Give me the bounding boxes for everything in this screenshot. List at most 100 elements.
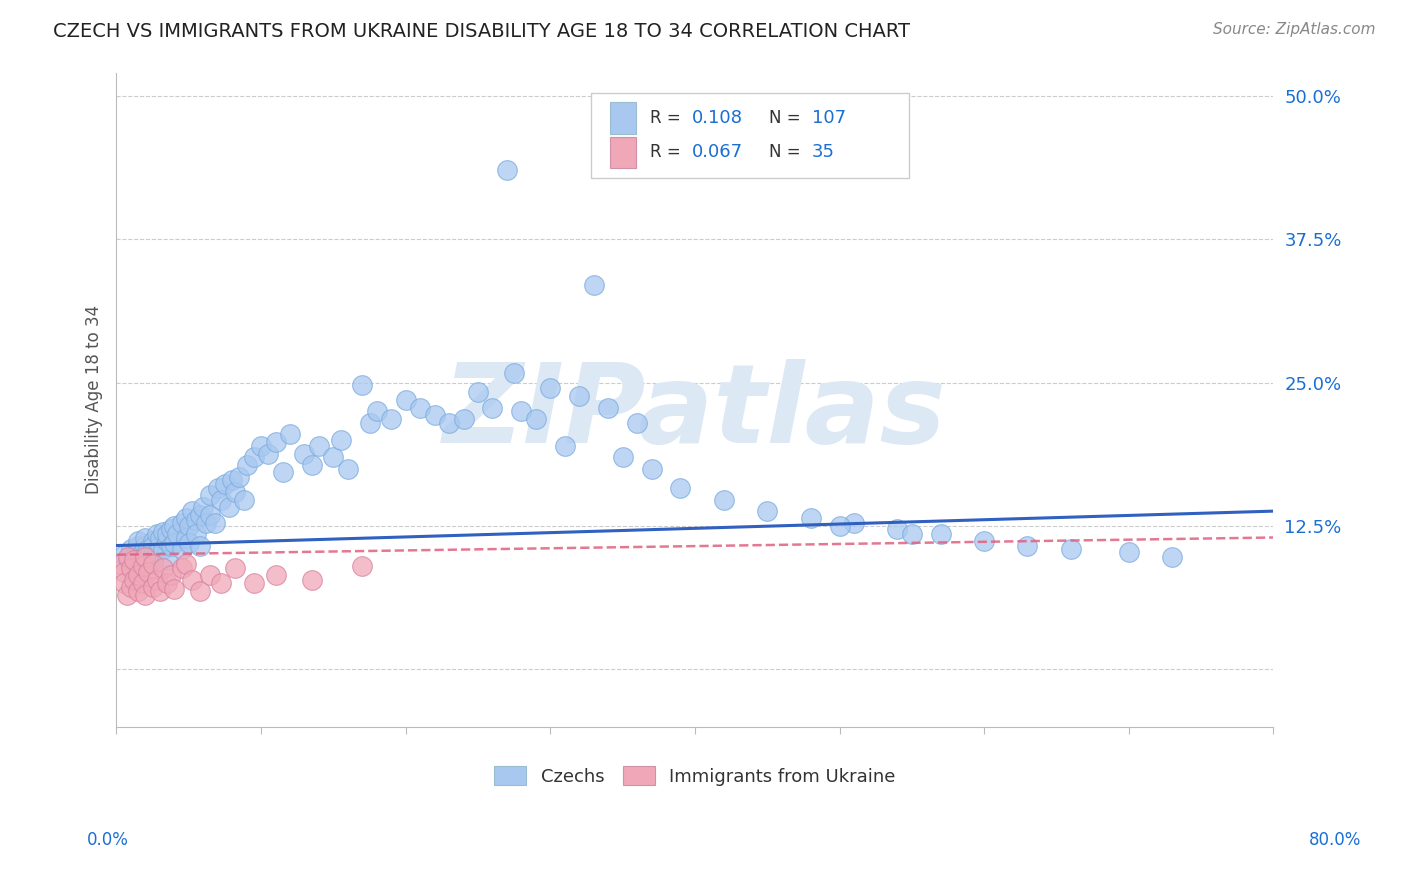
Point	[163, 582, 186, 596]
Point	[190, 584, 212, 599]
Point	[510, 404, 533, 418]
Point	[146, 573, 169, 587]
Point	[224, 561, 246, 575]
Point	[156, 527, 179, 541]
Text: 35: 35	[811, 144, 835, 161]
Point	[232, 492, 254, 507]
Point	[134, 549, 156, 564]
Point	[322, 450, 344, 465]
Point	[200, 508, 222, 522]
Point	[598, 401, 620, 415]
Point	[929, 527, 952, 541]
Point	[409, 401, 432, 415]
Point	[453, 412, 475, 426]
Point	[1060, 541, 1083, 556]
Point	[264, 568, 287, 582]
Point	[204, 516, 226, 530]
Point	[156, 533, 179, 548]
Point	[134, 548, 156, 562]
Point	[235, 458, 257, 473]
Text: CZECH VS IMMIGRANTS FROM UKRAINE DISABILITY AGE 18 TO 34 CORRELATION CHART: CZECH VS IMMIGRANTS FROM UKRAINE DISABIL…	[53, 22, 911, 41]
Point	[524, 412, 547, 426]
Point	[170, 561, 193, 575]
Point	[243, 450, 266, 465]
Point	[184, 513, 207, 527]
Point	[131, 559, 153, 574]
Point	[131, 553, 153, 567]
Point	[423, 408, 446, 422]
Point	[134, 539, 156, 553]
Text: N =: N =	[769, 109, 806, 127]
Point	[669, 481, 692, 495]
Point	[218, 500, 240, 514]
Point	[538, 381, 561, 395]
Point	[467, 384, 489, 399]
Point	[200, 568, 222, 582]
Point	[127, 533, 149, 548]
Point	[122, 553, 145, 567]
Point	[329, 433, 352, 447]
Point	[136, 549, 159, 564]
Point	[134, 531, 156, 545]
Point	[136, 565, 159, 579]
Point	[120, 541, 142, 556]
Point	[180, 573, 202, 587]
Point	[127, 568, 149, 582]
Point	[209, 492, 232, 507]
Point	[142, 580, 165, 594]
Point	[366, 404, 388, 418]
FancyBboxPatch shape	[591, 93, 908, 178]
Point	[352, 378, 374, 392]
Point	[568, 389, 591, 403]
Text: N =: N =	[769, 144, 806, 161]
Point	[842, 516, 865, 530]
Point	[120, 580, 142, 594]
Point	[136, 541, 159, 556]
Point	[149, 531, 172, 545]
Point	[163, 536, 186, 550]
Point	[152, 541, 174, 556]
Point	[177, 536, 200, 550]
Text: Source: ZipAtlas.com: Source: ZipAtlas.com	[1212, 22, 1375, 37]
Point	[301, 458, 323, 473]
Point	[117, 553, 139, 567]
Point	[1161, 549, 1184, 564]
Point	[127, 539, 149, 553]
Point	[221, 473, 243, 487]
Point	[886, 523, 908, 537]
Point	[294, 447, 316, 461]
Point	[184, 527, 207, 541]
Point	[156, 553, 179, 567]
Point	[190, 508, 212, 522]
Text: 0.067: 0.067	[692, 144, 742, 161]
Point	[166, 527, 188, 541]
Point	[278, 427, 301, 442]
Point	[127, 553, 149, 567]
Point	[122, 573, 145, 587]
Point	[352, 559, 374, 574]
Text: 0.108: 0.108	[692, 109, 742, 127]
Point	[640, 461, 662, 475]
Text: 107: 107	[811, 109, 846, 127]
Text: 80.0%: 80.0%	[1309, 831, 1361, 849]
Point	[554, 439, 576, 453]
Point	[174, 511, 197, 525]
Point	[134, 588, 156, 602]
Point	[180, 504, 202, 518]
Point	[152, 561, 174, 575]
Point	[112, 548, 135, 562]
Point	[582, 278, 605, 293]
Point	[271, 465, 294, 479]
Point	[973, 533, 995, 548]
Point	[336, 461, 359, 475]
Text: 0.0%: 0.0%	[87, 831, 129, 849]
Point	[207, 481, 229, 495]
Point	[190, 539, 212, 553]
Point	[112, 565, 135, 579]
Point	[160, 539, 183, 553]
Point	[228, 469, 250, 483]
Point	[308, 439, 330, 453]
Point	[626, 416, 648, 430]
Text: ZIPatlas: ZIPatlas	[443, 359, 946, 467]
Point	[149, 539, 172, 553]
